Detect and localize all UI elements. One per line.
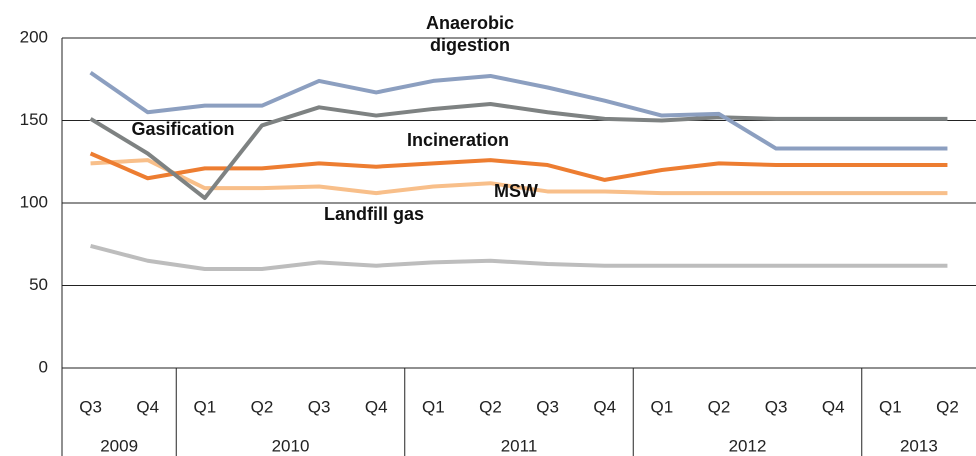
series-line	[89, 71, 948, 151]
x-tick-label: Q3	[308, 397, 331, 416]
series-label: Incineration	[406, 130, 509, 150]
y-tick-label: 200	[20, 27, 48, 46]
series-label: MSW	[494, 181, 538, 201]
x-tick-label: Q2	[251, 397, 274, 416]
x-tick-label: Q4	[136, 397, 159, 416]
y-tick-label: 100	[20, 192, 48, 211]
x-tick-label: Q4	[365, 397, 388, 416]
x-group-label: 2010	[272, 436, 310, 455]
x-group-label: 2013	[900, 436, 938, 455]
x-tick-label: Q3	[765, 397, 788, 416]
y-tick-label: 50	[29, 275, 48, 294]
x-tick-label: Q1	[650, 397, 673, 416]
x-group-label: 2011	[501, 436, 538, 455]
x-tick-label: Q2	[479, 397, 502, 416]
y-tick-label: 150	[20, 110, 48, 129]
x-group-label: 2009	[100, 436, 138, 455]
x-tick-label: Q3	[79, 397, 102, 416]
y-tick-label: 0	[39, 357, 48, 376]
series-line	[90, 243, 948, 271]
series-line	[89, 102, 948, 201]
x-tick-label: Q4	[822, 397, 845, 416]
x-tick-label: Q1	[879, 397, 902, 416]
series-line	[89, 151, 948, 182]
series-line	[90, 158, 948, 196]
x-tick-label: Q2	[936, 397, 959, 416]
x-tick-label: Q4	[593, 397, 616, 416]
series-label: Landfill gas	[323, 204, 424, 224]
x-tick-label: Q1	[422, 397, 445, 416]
series-label: Anaerobic digestion	[425, 13, 515, 55]
x-tick-label: Q1	[193, 397, 216, 416]
x-group-label: 2012	[729, 436, 767, 455]
x-tick-label: Q2	[708, 397, 731, 416]
x-tick-label: Q3	[536, 397, 559, 416]
series-label: Gasification	[131, 119, 235, 139]
